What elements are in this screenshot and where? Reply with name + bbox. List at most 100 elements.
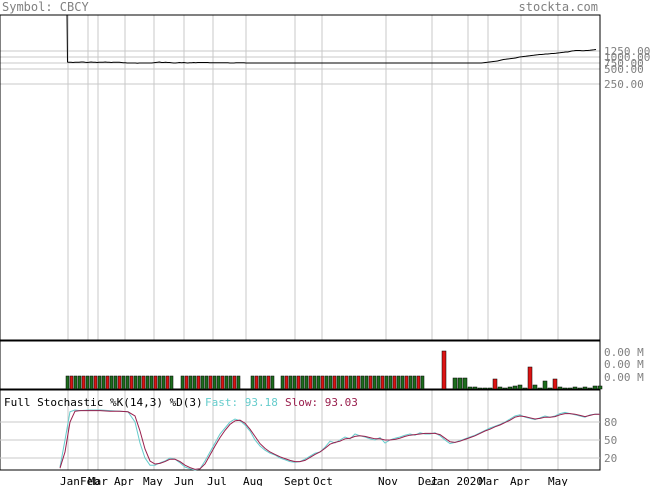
volume-bar	[292, 375, 297, 390]
volume-bar	[304, 375, 309, 390]
volume-bar	[497, 386, 503, 390]
x-tick-label: Nov	[378, 475, 398, 486]
x-tick-label: Sept	[284, 475, 311, 486]
volume-bar	[597, 385, 603, 390]
symbol-label: Symbol: CBCY	[2, 0, 89, 14]
volume-tick-label: 0.00 M	[604, 371, 644, 384]
volume-bar	[188, 375, 193, 390]
volume-bar	[462, 377, 468, 390]
x-tick-label: Jan	[60, 475, 80, 486]
volume-bar	[507, 386, 513, 390]
volume-bar	[212, 375, 217, 390]
site-label[interactable]: stockta.com	[519, 0, 598, 14]
volume-bar	[340, 375, 345, 390]
volume-bar	[284, 375, 289, 390]
x-tick-label: Jan 2020	[430, 475, 483, 486]
x-tick-label: Aug	[243, 475, 263, 486]
volume-bar	[360, 375, 365, 390]
volume-bar	[400, 375, 405, 390]
stochastic-tick-label: 50	[604, 434, 617, 447]
stochastic-title: Full Stochastic %K(14,3) %D(3)	[4, 396, 203, 409]
stochastic-k-line	[59, 409, 600, 471]
volume-bar	[101, 375, 106, 390]
volume-bar	[492, 378, 498, 390]
price-panel-frame	[0, 14, 601, 341]
volume-tick-label: 0.00 M	[604, 346, 644, 359]
volume-bar	[254, 375, 259, 390]
volume-bar	[200, 375, 205, 390]
volume-bar	[157, 375, 162, 390]
volume-bar	[93, 375, 98, 390]
price-tick-label: 750.00	[604, 57, 644, 70]
volume-bar	[472, 386, 478, 390]
volume-bar	[356, 375, 361, 390]
volume-bar	[97, 375, 102, 390]
volume-bar	[372, 375, 377, 390]
volume-bar	[262, 375, 267, 390]
x-tick-label: Apr	[114, 475, 134, 486]
x-tick-label: Oct	[313, 475, 333, 486]
volume-bar	[537, 387, 543, 390]
volume-bar	[344, 375, 349, 390]
volume-bar	[89, 375, 94, 390]
volume-bar	[69, 375, 74, 390]
volume-bar	[547, 387, 553, 390]
volume-bar	[380, 375, 385, 390]
x-tick-label: Mar	[88, 475, 108, 486]
price-tick-label: 250.00	[604, 78, 644, 91]
volume-bar	[396, 375, 401, 390]
volume-bar	[224, 375, 229, 390]
volume-bar	[512, 385, 518, 390]
volume-bar	[270, 375, 275, 390]
volume-bar	[196, 375, 201, 390]
volume-bar	[592, 385, 598, 390]
volume-bar	[129, 375, 134, 390]
volume-bar	[220, 375, 225, 390]
volume-bar	[364, 375, 369, 390]
volume-bar	[180, 375, 185, 390]
volume-bar	[184, 375, 189, 390]
volume-bar	[312, 375, 317, 390]
volume-bar	[308, 375, 313, 390]
x-tick-label: Jun	[174, 475, 194, 486]
x-tick-label: May	[143, 475, 163, 486]
volume-bar	[117, 375, 122, 390]
volume-bar	[332, 375, 337, 390]
volume-bar	[567, 387, 573, 390]
x-tick-label: Feb	[80, 475, 100, 486]
volume-bar	[109, 375, 114, 390]
volume-bar	[121, 375, 126, 390]
volume-bar	[145, 375, 150, 390]
volume-bar	[392, 375, 397, 390]
volume-bar	[477, 387, 483, 390]
volume-bar	[552, 378, 558, 390]
volume-bar	[141, 375, 146, 390]
volume-bar	[352, 375, 357, 390]
volume-bar	[300, 375, 305, 390]
volume-bar	[557, 386, 563, 390]
volume-bar	[517, 384, 523, 390]
volume-bar	[204, 375, 209, 390]
volume-bar	[388, 375, 393, 390]
x-tick-label: Dec	[418, 475, 438, 486]
volume-bar	[577, 387, 583, 390]
volume-bar	[482, 387, 488, 390]
volume-bar	[85, 375, 90, 390]
horizontal-gridlines	[0, 50, 600, 85]
volume-bar	[296, 375, 301, 390]
volume-bar	[113, 375, 118, 390]
volume-bar	[384, 375, 389, 390]
volume-bar	[457, 377, 463, 390]
volume-bar	[582, 386, 588, 390]
price-tick-label: 500.00	[604, 63, 644, 76]
volume-bar	[376, 375, 381, 390]
volume-bar	[125, 375, 130, 390]
volume-bar	[348, 375, 353, 390]
volume-bar	[408, 375, 413, 390]
volume-bar	[232, 375, 237, 390]
volume-bar	[192, 375, 197, 390]
volume-bar	[572, 386, 578, 390]
volume-bar	[250, 375, 255, 390]
volume-bar	[487, 387, 493, 390]
